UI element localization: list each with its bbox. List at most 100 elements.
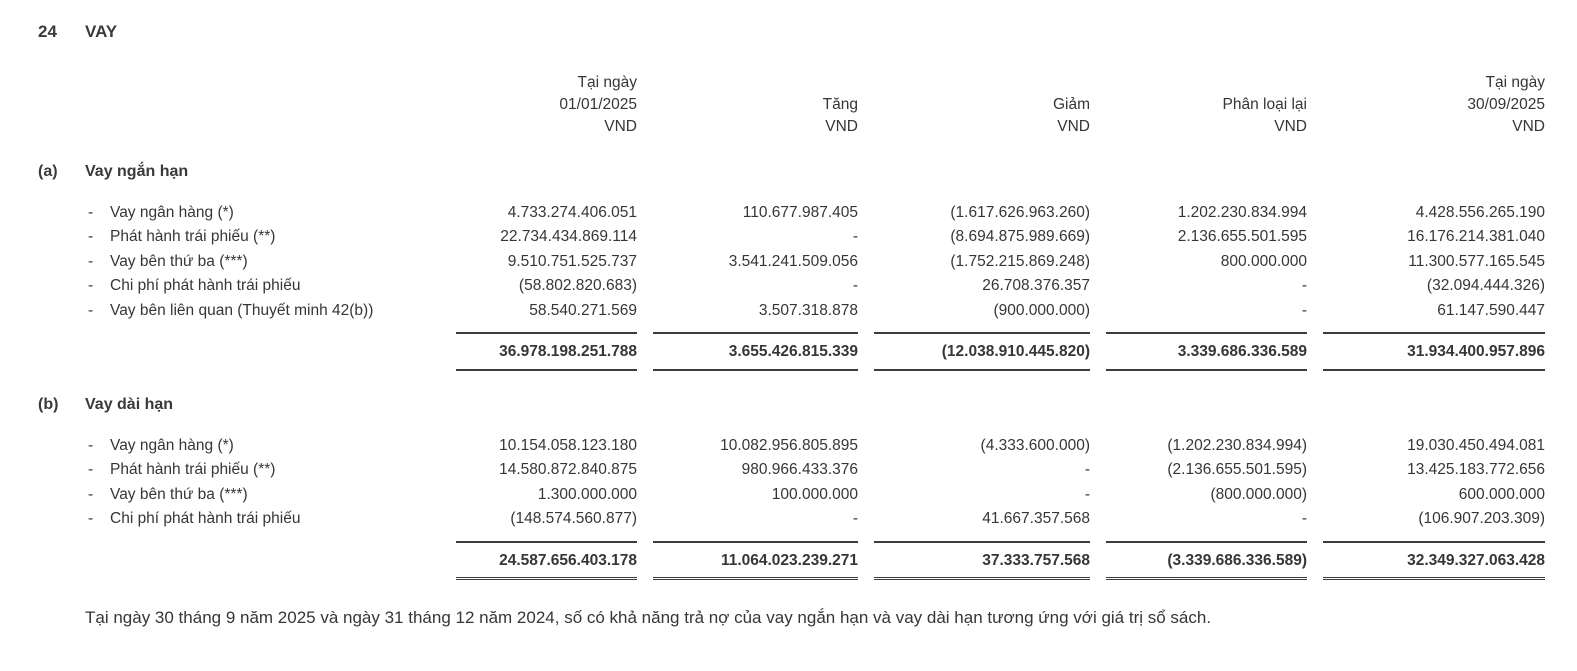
header-line: Giảm xyxy=(1052,96,1090,113)
note-title: VAY xyxy=(85,22,118,41)
row-bullet: - xyxy=(88,301,94,319)
double-rule xyxy=(1106,368,1307,371)
note-number: 24 xyxy=(38,22,57,41)
total-row: 36.978.198.251.788 3.655.426.815.339 (12… xyxy=(38,323,1545,369)
double-rule xyxy=(1106,577,1307,580)
section-letter: (b) xyxy=(38,396,59,413)
double-rule xyxy=(653,577,858,580)
row-bullet: - xyxy=(88,203,94,221)
header-line: VND xyxy=(1057,118,1090,135)
row-bullet: - xyxy=(88,277,94,294)
row-label: Vay bên thứ ba (***) xyxy=(110,485,248,503)
double-rule xyxy=(874,368,1090,371)
row-label: Vay ngân hàng (*) xyxy=(110,436,234,454)
total-value: (3.339.686.336.589) xyxy=(1106,540,1307,578)
value-cell: 14.580.872.840.875 xyxy=(499,461,637,478)
row-label: Vay bên thứ ba (***) xyxy=(110,252,248,270)
row-label: Phát hành trái phiếu (**) xyxy=(110,461,276,478)
header-line: VND xyxy=(604,118,637,135)
row-bullet: - xyxy=(88,228,94,245)
header-line: Tăng xyxy=(822,96,858,113)
value-cell: 61.147.590.447 xyxy=(1437,301,1545,319)
total-row: 24.587.656.403.178 11.064.023.239.271 37… xyxy=(38,532,1545,578)
column-header-closing: Tại ngày 30/09/2025 VND xyxy=(1307,72,1545,138)
row-label: Vay ngân hàng (*) xyxy=(110,203,234,221)
value-cell: (32.094.444.326) xyxy=(1426,277,1545,294)
value-cell: (106.907.203.309) xyxy=(1418,510,1545,527)
value-cell: 110.677.987.405 xyxy=(742,203,858,221)
total-value: 3.339.686.336.589 xyxy=(1106,332,1307,369)
column-header-increase: Tăng VND xyxy=(637,72,858,138)
value-cell: - xyxy=(1301,510,1307,527)
value-cell: (800.000.000) xyxy=(1210,485,1307,503)
double-rule xyxy=(1323,368,1545,371)
header-line: 30/09/2025 xyxy=(1467,96,1545,113)
value-cell: (2.136.655.501.595) xyxy=(1167,461,1307,478)
value-cell: - xyxy=(852,277,858,294)
section-letter: (a) xyxy=(38,163,58,180)
row-bullet: - xyxy=(88,485,94,503)
value-cell: 22.734.434.869.114 xyxy=(500,228,637,245)
double-rule xyxy=(456,368,637,371)
table-row: - Phát hành trái phiếu (**) 14.580.872.84… xyxy=(38,458,1545,483)
value-cell: 19.030.450.494.081 xyxy=(1407,436,1545,454)
value-cell: - xyxy=(1301,301,1307,319)
spacer-row xyxy=(38,418,1545,434)
value-cell: (1.202.230.834.994) xyxy=(1167,436,1307,454)
value-cell: (8.694.875.989.669) xyxy=(950,228,1090,245)
table-row: - Vay ngân hàng (*) 10.154.058.123.180 10… xyxy=(38,434,1545,459)
section-a-heading: (a) Vay ngắn hạn xyxy=(38,138,1545,185)
value-cell: 980.966.433.376 xyxy=(741,461,858,478)
column-header-reclassification: Phân loại lại VND xyxy=(1090,72,1307,138)
header-line: Tại ngày xyxy=(577,74,637,91)
value-cell: (1.752.215.869.248) xyxy=(950,252,1090,270)
double-rule-row xyxy=(38,577,1545,580)
value-cell: 3.507.318.878 xyxy=(758,301,858,319)
column-header-decrease: Giảm VND xyxy=(858,72,1090,138)
value-cell: (1.617.626.963.260) xyxy=(950,203,1090,221)
table-row: - Vay bên thứ ba (***) 9.510.751.525.737 … xyxy=(38,250,1545,275)
value-cell: 10.154.058.123.180 xyxy=(499,436,637,454)
table-row: - Chi phí phát hành trái phiếu (148.574.5… xyxy=(38,507,1545,532)
value-cell: 16.176.214.381.040 xyxy=(1407,228,1545,245)
value-cell: 41.667.357.568 xyxy=(982,510,1090,527)
row-bullet: - xyxy=(88,436,94,454)
loans-table: Tại ngày 01/01/2025 VND Tăng VND Giảm VN… xyxy=(38,72,1545,580)
value-cell: 1.202.230.834.994 xyxy=(1177,203,1307,221)
value-cell: - xyxy=(1084,461,1090,478)
total-value: 36.978.198.251.788 xyxy=(456,332,637,369)
value-cell: (58.802.820.683) xyxy=(518,277,637,294)
double-rule xyxy=(653,368,858,371)
total-value: 3.655.426.815.339 xyxy=(653,332,858,369)
section-title: Vay ngắn hạn xyxy=(85,163,189,180)
value-cell: (900.000.000) xyxy=(993,301,1090,319)
column-header-opening: Tại ngày 01/01/2025 VND xyxy=(440,72,637,138)
total-value: 37.333.757.568 xyxy=(874,540,1090,578)
value-cell: 100.000.000 xyxy=(771,485,858,503)
row-label: Phát hành trái phiếu (**) xyxy=(110,228,276,245)
section-header-row: (a) Vay ngắn hạn xyxy=(38,138,1545,185)
value-cell: (148.574.560.877) xyxy=(510,510,637,527)
footnote: Tại ngày 30 tháng 9 năm 2025 và ngày 31 … xyxy=(85,607,1212,627)
section-b-heading: (b) Vay dài hạn xyxy=(38,371,1545,418)
table-row: - Phát hành trái phiếu (**) 22.734.434.86… xyxy=(38,225,1545,250)
row-label: Vay bên liên quan (Thuyết minh 42(b)) xyxy=(110,301,374,319)
row-bullet: - xyxy=(88,252,94,270)
total-value: 11.064.023.239.271 xyxy=(653,540,858,578)
value-cell: - xyxy=(1301,277,1307,294)
header-line: Phân loại lại xyxy=(1222,96,1307,113)
double-rule xyxy=(874,577,1090,580)
row-bullet: - xyxy=(88,510,94,527)
section-title: Vay dài hạn xyxy=(85,396,174,413)
note-heading: 24 VAY xyxy=(38,22,1547,42)
double-rule xyxy=(1323,577,1545,580)
value-cell: - xyxy=(852,228,858,245)
value-cell: 13.425.183.772.656 xyxy=(1407,461,1545,478)
value-cell: 11.300.577.165.545 xyxy=(1408,252,1545,270)
value-cell: 1.300.000.000 xyxy=(537,485,637,503)
value-cell: 10.082.956.805.895 xyxy=(720,436,858,454)
table-row: - Vay bên liên quan (Thuyết minh 42(b)) 5… xyxy=(38,299,1545,324)
row-label: Chi phí phát hành trái phiếu xyxy=(110,277,301,294)
row-label: Chi phí phát hành trái phiếu xyxy=(110,510,301,527)
